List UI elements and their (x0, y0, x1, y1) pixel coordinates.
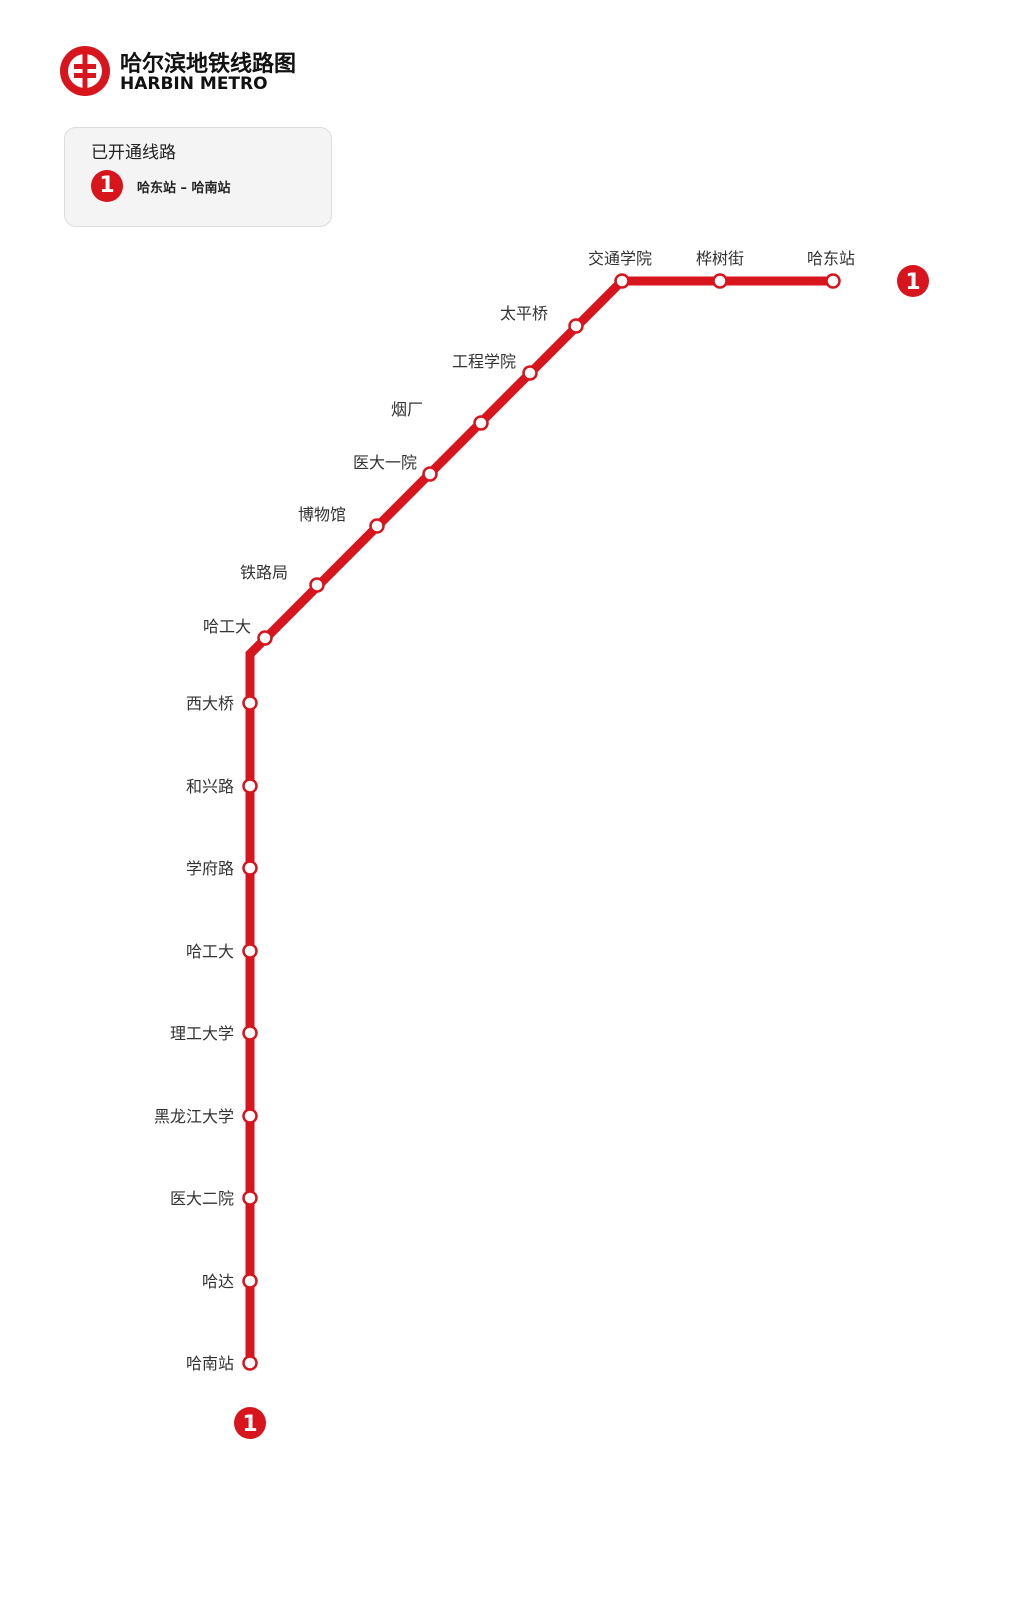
station[interactable]: 烟厂 (391, 400, 489, 431)
station-label: 医大二院 (170, 1189, 234, 1208)
station-marker[interactable] (257, 630, 273, 646)
line-badge-east-terminal: 1 (897, 265, 929, 297)
station-label: 哈南站 (186, 1354, 234, 1373)
logo-title-en: HARBIN METRO (120, 74, 268, 94)
station[interactable]: 铁路局 (240, 563, 325, 593)
station-label: 哈达 (202, 1272, 234, 1291)
legend-item-line-1[interactable]: 1 哈东站 – 哈南站 (91, 170, 321, 202)
station-label: 桦树街 (696, 249, 744, 268)
station[interactable]: 博物馆 (298, 505, 385, 534)
station-label: 博物馆 (298, 505, 346, 524)
station-label: 哈工大 (186, 942, 234, 961)
station[interactable]: 哈东站 (807, 249, 855, 289)
station-marker[interactable] (242, 1190, 258, 1206)
station-marker[interactable] (242, 943, 258, 959)
station[interactable]: 黑龙江大学 (154, 1107, 258, 1126)
station-marker[interactable] (712, 273, 728, 289)
station-marker[interactable] (242, 695, 258, 711)
line-number-badge (897, 265, 929, 297)
station-layer: 哈东站桦树街交通学院太平桥工程学院烟厂医大一院博物馆铁路局哈工大西大桥和兴路学府… (154, 249, 855, 1373)
line-badge-number: 1 (242, 1412, 257, 1437)
line-number-badge (234, 1407, 266, 1439)
legend-title: 已开通线路 (91, 143, 176, 163)
station[interactable]: 理工大学 (170, 1024, 258, 1043)
badge-layer: 11 (234, 265, 929, 1439)
station-marker[interactable] (242, 1273, 258, 1289)
station[interactable]: 太平桥 (500, 304, 584, 334)
station-marker[interactable] (369, 518, 385, 534)
station[interactable]: 医大一院 (353, 453, 438, 482)
station-label: 哈工大 (203, 617, 251, 636)
station-label: 哈东站 (807, 249, 855, 268)
line-badge-number: 1 (905, 270, 920, 295)
station[interactable]: 西大桥 (186, 694, 258, 713)
station-marker[interactable] (242, 860, 258, 876)
station-marker[interactable] (422, 466, 438, 482)
station-marker[interactable] (473, 415, 489, 431)
station-marker[interactable] (242, 1025, 258, 1041)
station[interactable]: 哈南站 (186, 1354, 258, 1373)
station[interactable]: 桦树街 (696, 249, 744, 289)
station-marker[interactable] (825, 273, 841, 289)
station-label: 工程学院 (452, 352, 516, 371)
harbin-metro-logo: 哈尔滨地铁线路图 HARBIN METRO (58, 44, 318, 100)
station-label: 太平桥 (500, 304, 548, 323)
legend-panel: 已开通线路 1 哈东站 – 哈南站 (64, 127, 332, 227)
station[interactable]: 医大二院 (170, 1189, 258, 1208)
station[interactable]: 交通学院 (588, 249, 652, 289)
station[interactable]: 学府路 (186, 859, 258, 878)
station-label: 烟厂 (391, 400, 423, 419)
logo-title-cn: 哈尔滨地铁线路图 (120, 52, 297, 77)
station-label: 学府路 (186, 859, 234, 878)
station-label: 交通学院 (588, 249, 652, 268)
station-label: 铁路局 (240, 563, 288, 582)
station-marker[interactable] (242, 1108, 258, 1124)
legend-item-label: 哈东站 – 哈南站 (137, 181, 231, 196)
station-marker[interactable] (568, 318, 584, 334)
station-label: 和兴路 (186, 777, 234, 796)
line-number-badge: 1 (91, 170, 123, 202)
station[interactable]: 哈工大 (186, 942, 258, 961)
legend-badge-number: 1 (99, 173, 115, 198)
route-layer (245, 276, 833, 1363)
station-label: 理工大学 (170, 1024, 234, 1043)
station[interactable]: 哈工大 (203, 617, 273, 646)
station-label: 医大一院 (353, 453, 417, 472)
station-label: 西大桥 (186, 694, 234, 713)
station-marker[interactable] (614, 273, 630, 289)
line-1-route (245, 276, 833, 1363)
station-label: 黑龙江大学 (154, 1107, 234, 1126)
station-marker[interactable] (522, 365, 538, 381)
line-badge-south-terminal: 1 (234, 1407, 266, 1439)
station[interactable]: 哈达 (202, 1272, 258, 1291)
station[interactable]: 和兴路 (186, 777, 258, 796)
station[interactable]: 工程学院 (452, 352, 538, 381)
station-marker[interactable] (242, 778, 258, 794)
station-marker[interactable] (309, 577, 325, 593)
metro-logo-icon (60, 46, 110, 96)
station-marker[interactable] (242, 1355, 258, 1371)
